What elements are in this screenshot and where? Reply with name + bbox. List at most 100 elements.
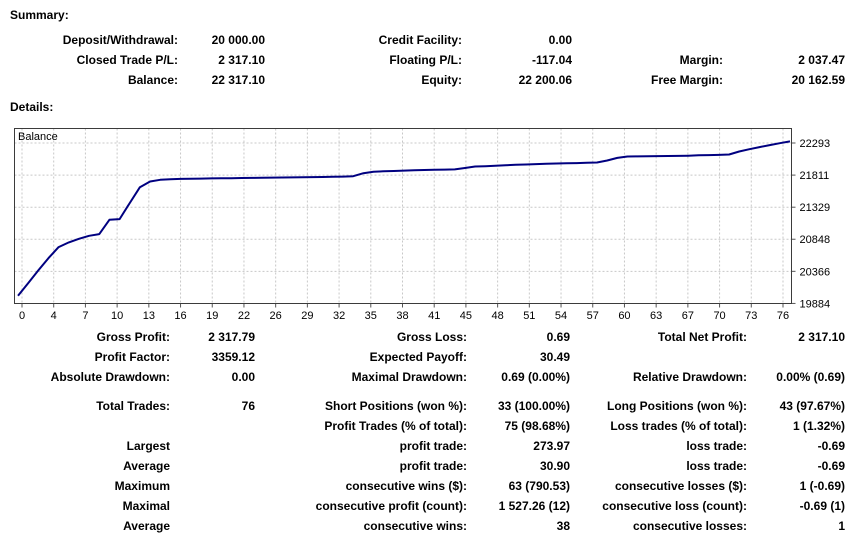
x-tick-label: 13	[143, 310, 155, 322]
stat-value	[170, 496, 255, 516]
chart-border	[14, 128, 792, 304]
stat-value: -0.69	[817, 459, 845, 473]
x-tick-label: 7	[82, 310, 88, 322]
stat-label: Maximum	[114, 479, 170, 493]
summary-heading: Summary:	[10, 8, 69, 22]
stat-label: Relative Drawdown:	[632, 370, 747, 384]
stat-value: 33 (100.00%)	[497, 399, 570, 413]
stat-label: consecutive wins ($):	[345, 479, 467, 493]
stat-value: 63 (790.53)	[508, 479, 570, 493]
x-tick-label: 22	[238, 310, 250, 322]
stat-label: Profit Factor:	[94, 350, 170, 364]
x-tick-label: 60	[618, 310, 630, 322]
stat-value: 273.97	[533, 439, 570, 453]
stat-label: profit trade:	[399, 459, 467, 473]
stat-label: Expected Payoff:	[369, 350, 467, 364]
stat-value: 0.69 (0.00%)	[501, 370, 570, 384]
stat-value: 2 317.79	[208, 330, 255, 344]
stat-value: 2 317.10	[218, 53, 265, 67]
stat-value: -0.69	[817, 439, 845, 453]
x-tick-label: 19	[206, 310, 218, 322]
y-tick-label: 22293	[800, 138, 831, 150]
stat-value	[170, 476, 255, 496]
stat-label	[572, 30, 723, 50]
y-tick-label: 19884	[800, 298, 831, 310]
stat-value: -117.04	[531, 53, 572, 67]
stat-label: loss trade:	[686, 439, 747, 453]
y-tick-label: 20366	[800, 266, 831, 278]
stat-label: Profit Trades (% of total):	[324, 419, 467, 433]
stat-label: consecutive loss (count):	[602, 499, 747, 513]
x-tick-label: 76	[777, 310, 789, 322]
stat-value: 1	[838, 519, 845, 533]
x-tick-label: 70	[713, 310, 725, 322]
stat-value: 1 (1.32%)	[792, 419, 845, 433]
details-grid-bottom: Total Trades: 76 Short Positions (won %): 3…	[0, 396, 845, 535]
stat-value: 22 317.10	[211, 73, 265, 87]
stat-label: Total Trades:	[96, 399, 170, 413]
details-heading: Details:	[10, 100, 54, 114]
stat-label: Credit Facility:	[378, 33, 462, 47]
stat-label: Floating P/L:	[389, 53, 462, 67]
stat-label: Gross Loss:	[396, 330, 467, 344]
balance-chart-svg: 0 4 7 10 13 16 19 22 26 29 32 35 38 41 45 48 51 54 57 60 63 6…	[14, 128, 831, 322]
x-tick-label: 38	[396, 310, 408, 322]
stat-value: 30.90	[539, 459, 570, 473]
stat-value	[170, 456, 255, 476]
stat-value: 20 162.59	[791, 73, 845, 87]
details-grid-top: Gross Profit: 2 317.79 Gross Loss: 0.69 Tota…	[0, 327, 845, 387]
stat-label: Largest	[126, 439, 170, 453]
stat-value: 22 200.06	[518, 73, 572, 87]
stat-label: Gross Profit:	[96, 330, 170, 344]
x-tick-label: 48	[491, 310, 503, 322]
stat-value: 2 317.10	[798, 330, 845, 344]
stat-label: Average	[123, 459, 170, 473]
stat-value: 75 (98.68%)	[504, 419, 570, 433]
chart-grid	[14, 128, 796, 308]
stat-label: Total Net Profit:	[657, 330, 747, 344]
chart-legend-balance: Balance	[18, 131, 58, 143]
x-tick-label: 67	[682, 310, 694, 322]
y-tick-label: 21329	[800, 202, 831, 214]
x-tick-label: 54	[555, 310, 567, 322]
stat-value	[170, 416, 255, 436]
stat-label: consecutive losses:	[632, 519, 747, 533]
stat-label: Average	[123, 519, 170, 533]
stat-value: 0.00	[548, 33, 572, 47]
stat-label: Equity:	[421, 73, 462, 87]
x-tick-label: 57	[587, 310, 599, 322]
x-tick-label: 29	[301, 310, 313, 322]
stat-label: Absolute Drawdown:	[50, 370, 170, 384]
stat-value: -0.69 (1)	[799, 499, 845, 513]
stat-value: 43 (97.67%)	[779, 399, 845, 413]
stat-label: Free Margin:	[650, 73, 723, 87]
stat-value: 76	[241, 399, 255, 413]
stat-value: 1 (-0.69)	[799, 479, 845, 493]
x-tick-label: 51	[523, 310, 535, 322]
stat-value: 3359.12	[211, 350, 255, 364]
stat-label: Closed Trade P/L:	[76, 53, 178, 67]
x-tick-label: 4	[51, 310, 57, 322]
x-tick-label: 73	[745, 310, 757, 322]
stat-value: 0.00	[231, 370, 255, 384]
x-tick-label: 16	[174, 310, 186, 322]
y-tick-label: 21811	[800, 170, 830, 182]
stat-value	[170, 516, 255, 535]
stat-label: Short Positions (won %):	[325, 399, 467, 413]
balance-chart: 0 4 7 10 13 16 19 22 26 29 32 35 38 41 45 48 51 54 57 60 63 6…	[14, 126, 851, 324]
stat-value: 0.69	[546, 330, 570, 344]
x-tick-label: 45	[460, 310, 472, 322]
stat-label: consecutive losses ($):	[614, 479, 747, 493]
stat-label: Maximal	[122, 499, 170, 513]
stat-value: 2 037.47	[798, 53, 845, 67]
x-tick-label: 63	[650, 310, 662, 322]
x-tick-label: 10	[111, 310, 123, 322]
x-tick-label: 0	[19, 310, 25, 322]
stat-value	[747, 347, 845, 367]
stat-value	[723, 30, 845, 50]
stat-label	[0, 416, 170, 436]
stat-label: consecutive profit (count):	[315, 499, 467, 513]
stat-label: loss trade:	[686, 459, 747, 473]
stat-label	[570, 347, 747, 367]
